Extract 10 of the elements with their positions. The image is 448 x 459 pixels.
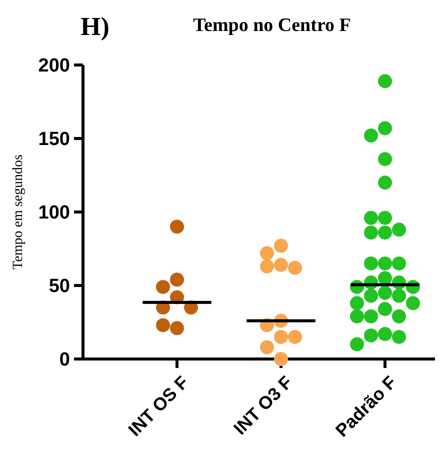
y-tick-label: 0 xyxy=(59,350,70,371)
x-tick-label: INT O3 F xyxy=(230,372,296,439)
y-tick-label: 100 xyxy=(38,202,70,224)
chart-title: Tempo no Centro F xyxy=(193,15,351,36)
x-tick-label: INT OS F xyxy=(124,372,192,440)
y-axis-title: Tempo em segundos xyxy=(11,154,26,270)
y-tick-label: 200 xyxy=(38,56,70,77)
y-tick-label: 150 xyxy=(38,129,70,150)
y-tick-label: 50 xyxy=(48,276,70,298)
text: H) xyxy=(80,12,110,41)
